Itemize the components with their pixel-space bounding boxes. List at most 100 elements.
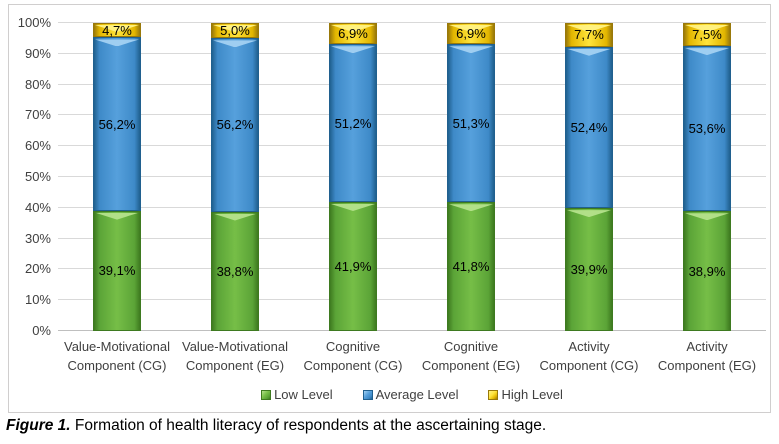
bar-segment-average: 53,6% bbox=[683, 46, 731, 212]
bar-segment-high: 5,0% bbox=[211, 23, 259, 39]
y-axis-tick-label: 90% bbox=[24, 45, 51, 61]
bar-segment-value-label: 5,0% bbox=[220, 23, 250, 39]
bar-segment-bevel bbox=[449, 204, 493, 212]
bar-segment-value-label: 7,5% bbox=[692, 27, 722, 43]
bar-segment-bevel bbox=[95, 212, 139, 220]
y-axis-tick-label: 100% bbox=[17, 15, 51, 30]
bar-segment-bevel bbox=[567, 48, 611, 56]
bar-segment-low: 38,9% bbox=[683, 211, 731, 331]
bar-segment-bevel bbox=[449, 25, 493, 33]
bar-segment-value-label: 56,2% bbox=[98, 116, 136, 132]
chart-frame: 0% 10% 20% 30% 40% 50% 60% 70% 80% 90% 100% 4,7% 56… bbox=[8, 4, 771, 413]
bar-segment-bevel bbox=[95, 39, 139, 47]
figure-caption: Figure 1. Formation of health literacy o… bbox=[6, 417, 774, 435]
x-axis-category-label: Activity Component (CG) bbox=[539, 339, 639, 373]
bar-segment-bevel bbox=[685, 213, 729, 221]
gridline bbox=[58, 268, 766, 270]
bar-segment-value-label: 51,3% bbox=[452, 115, 490, 131]
bar-segment-value-label: 4,7% bbox=[102, 22, 132, 38]
bar-segment-average: 56,2% bbox=[211, 38, 259, 212]
bar-segment-bevel bbox=[213, 25, 257, 33]
y-axis-tick-label: 70% bbox=[24, 107, 51, 123]
legend-item-high: High Level bbox=[488, 387, 563, 402]
legend-swatch-icon bbox=[488, 389, 499, 400]
bar-segment-high: 6,9% bbox=[329, 23, 377, 45]
bar-stack: 6,9% 51,2% 41,9% bbox=[329, 23, 377, 331]
bar-column: 5,0% 56,2% 38,8% bbox=[176, 23, 294, 331]
bar-segment-bevel bbox=[685, 48, 729, 56]
bar-segment-bevel bbox=[213, 40, 257, 48]
bar-segment-bevel bbox=[567, 25, 611, 33]
bar-segment-bevel bbox=[685, 25, 729, 33]
y-axis-tick-label: 50% bbox=[24, 169, 51, 184]
gridline bbox=[58, 145, 766, 147]
bar-segment-average: 56,2% bbox=[93, 37, 141, 211]
bar-segment-value-label: 6,9% bbox=[338, 26, 368, 42]
bar-segment-high: 7,7% bbox=[565, 23, 613, 47]
y-axis-tick-label: 20% bbox=[24, 261, 51, 277]
legend-swatch-icon bbox=[261, 389, 272, 400]
bar-segment-bevel bbox=[331, 25, 375, 33]
bar-column: 6,9% 51,3% 41,8% bbox=[412, 23, 530, 331]
bar-segment-low: 38,8% bbox=[211, 211, 259, 331]
bar-segment-average: 51,2% bbox=[329, 44, 377, 202]
y-axis-tick-label: 60% bbox=[24, 138, 51, 154]
x-axis-labels: Value-Motivational Component (CG) Value-Mo… bbox=[58, 337, 766, 375]
bar-column: 6,9% 51,2% 41,9% bbox=[294, 23, 412, 331]
legend-item-average: Average Level bbox=[362, 387, 459, 402]
bar-segment-value-label: 53,6% bbox=[688, 121, 726, 137]
gridline bbox=[58, 52, 766, 54]
x-axis-category-label: Activity Component (EG) bbox=[657, 339, 757, 373]
bar-segment-bevel bbox=[213, 213, 257, 221]
bar-segment-value-label: 41,9% bbox=[334, 258, 372, 274]
gridline bbox=[58, 83, 766, 85]
gridline bbox=[58, 206, 766, 208]
bar-segment-high: 7,5% bbox=[683, 23, 731, 47]
legend: Low Level Average Level High Level bbox=[58, 387, 766, 402]
bar-segment-value-label: 38,8% bbox=[216, 263, 254, 279]
legend-label: High Level bbox=[501, 387, 563, 402]
bar-segment-low: 41,8% bbox=[447, 202, 495, 331]
bar-segment-value-label: 56,2% bbox=[216, 117, 254, 133]
gridline bbox=[58, 237, 766, 239]
bar-segment-bevel bbox=[331, 203, 375, 211]
bar-segment-value-label: 7,7% bbox=[574, 27, 604, 43]
x-axis-category-label: Value-Motivational Component (CG) bbox=[64, 339, 170, 373]
bar-segment-low: 39,1% bbox=[93, 210, 141, 331]
x-axis-category-label: Value-Motivational Component (EG) bbox=[182, 339, 288, 373]
caption-text: Formation of health literacy of responde… bbox=[70, 417, 547, 434]
x-axis-line bbox=[58, 330, 766, 331]
bar-segment-low: 39,9% bbox=[565, 208, 613, 331]
plot-area: 4,7% 56,2% 39,1% 5,0% 56,2% 38,8% 6,9% 51,2% 41,… bbox=[58, 22, 766, 331]
y-axis-tick-label: 10% bbox=[24, 292, 51, 308]
x-axis-category-label: Cognitive Component (CG) bbox=[303, 339, 403, 373]
bar-segment-bevel bbox=[95, 25, 139, 33]
bar-segment-high: 4,7% bbox=[93, 22, 141, 38]
caption-prefix: Figure 1. bbox=[6, 417, 71, 434]
legend-item-low: Low Level bbox=[261, 387, 333, 402]
y-axis: 0% 10% 20% 30% 40% 50% 60% 70% 80% 90% 100% bbox=[9, 15, 53, 338]
legend-label: Average Level bbox=[375, 387, 459, 402]
bar-segment-value-label: 51,2% bbox=[334, 115, 372, 131]
legend-label: Low Level bbox=[274, 387, 333, 402]
gridline bbox=[58, 299, 766, 301]
bar-segment-low: 41,9% bbox=[329, 201, 377, 331]
bar-segment-bevel bbox=[331, 46, 375, 54]
bar-segment-value-label: 38,9% bbox=[688, 263, 726, 279]
bar-segment-value-label: 52,4% bbox=[570, 119, 608, 135]
bar-segment-average: 51,3% bbox=[447, 44, 495, 203]
bar-column: 7,7% 52,4% 39,9% bbox=[530, 23, 648, 331]
bar-stack: 6,9% 51,3% 41,8% bbox=[447, 23, 495, 331]
bar-stack: 7,5% 53,6% 38,9% bbox=[683, 23, 731, 331]
bar-stack: 5,0% 56,2% 38,8% bbox=[211, 23, 259, 331]
y-axis-tick-label: 0% bbox=[32, 323, 51, 338]
x-axis-category-label: Cognitive Component (EG) bbox=[421, 339, 521, 373]
bar-column: 7,5% 53,6% 38,9% bbox=[648, 23, 766, 331]
bar-segment-value-label: 6,9% bbox=[456, 26, 486, 42]
y-axis-tick-label: 80% bbox=[24, 76, 51, 92]
bar-segment-value-label: 39,1% bbox=[98, 263, 136, 279]
gridline bbox=[58, 22, 766, 23]
gridline bbox=[58, 176, 766, 177]
bar-segment-value-label: 39,9% bbox=[570, 262, 608, 278]
